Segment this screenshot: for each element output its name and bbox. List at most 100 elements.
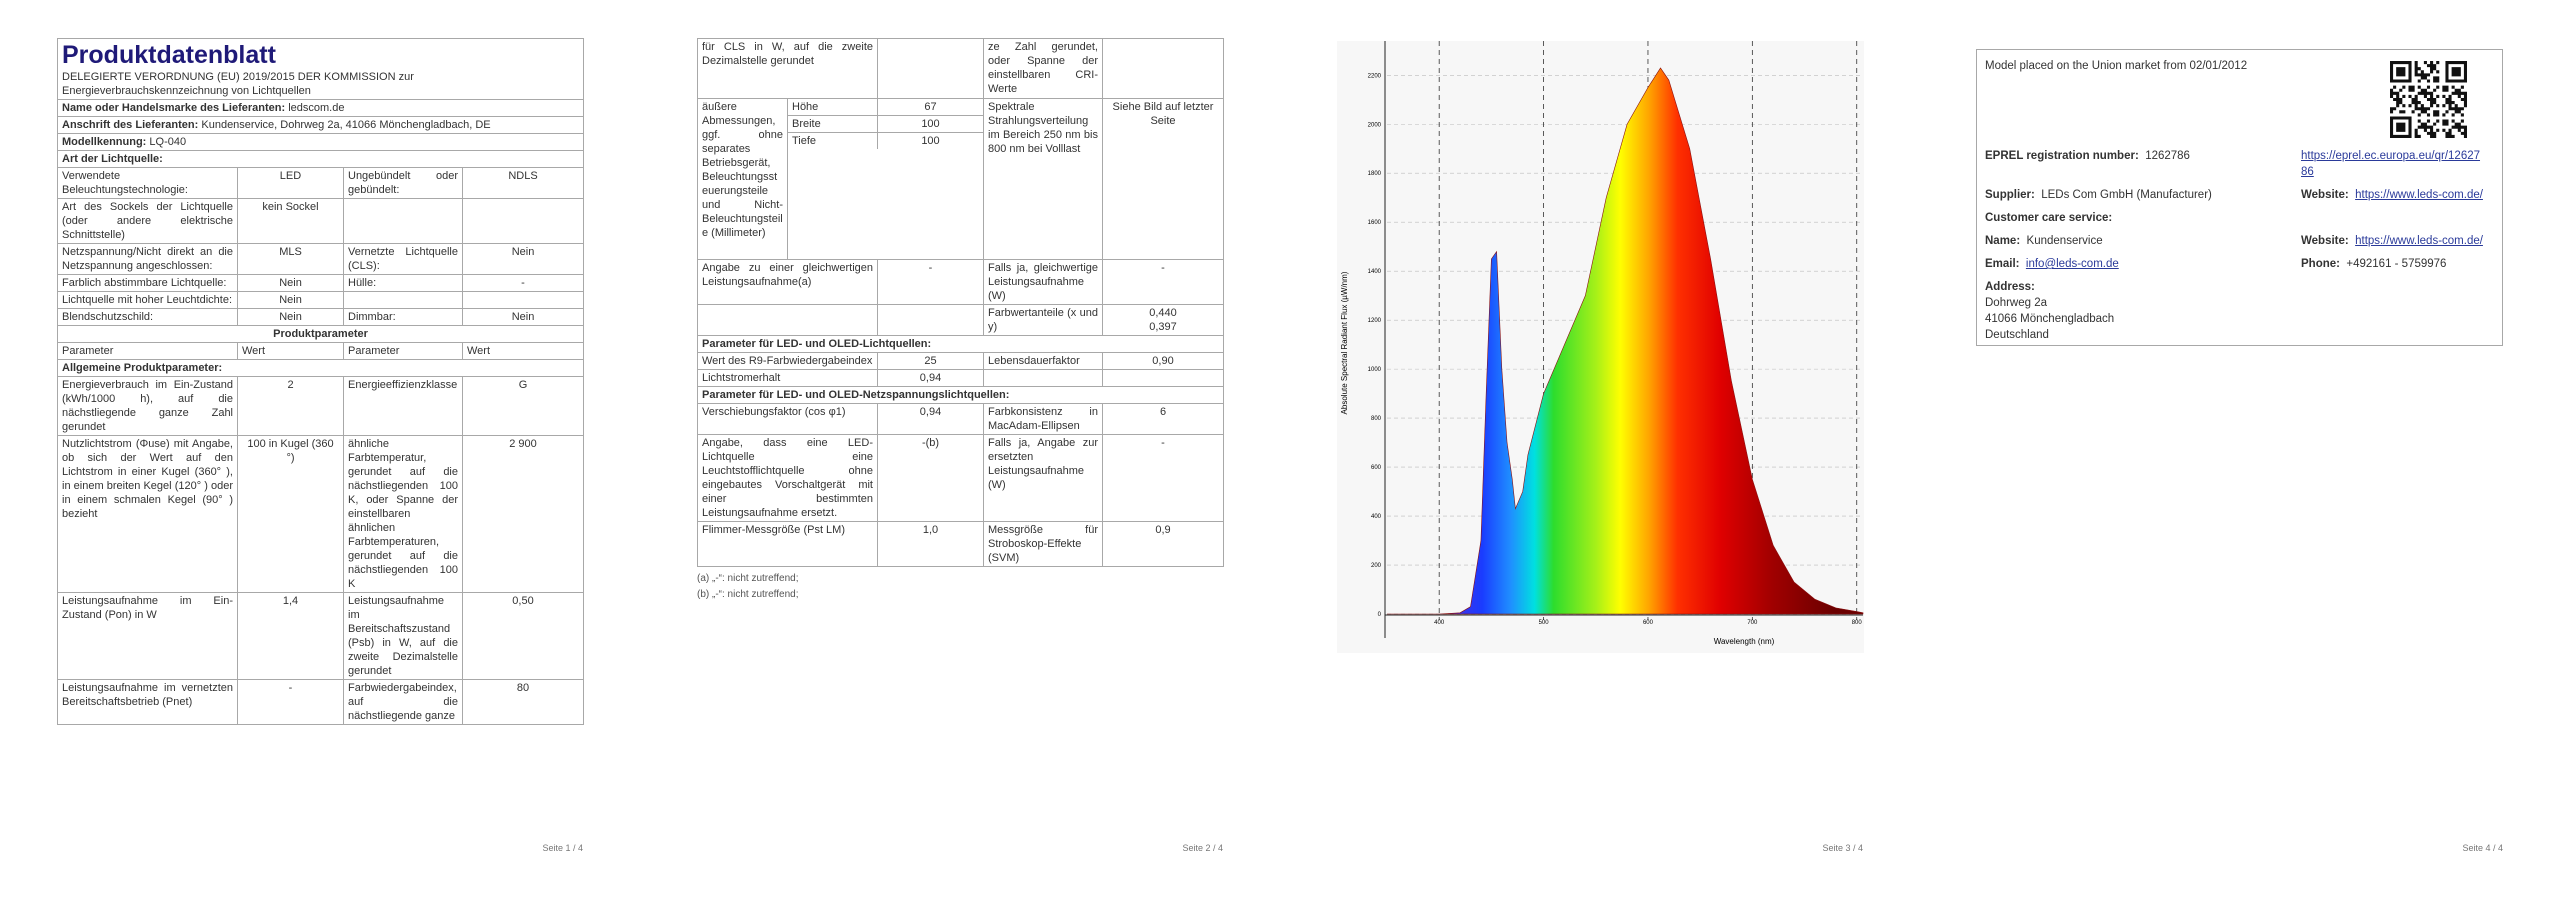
- value-cell: -: [1102, 433, 1224, 522]
- footnote: (a) „-“: nicht zutreffend;: [697, 572, 799, 584]
- value-cell: -(b): [877, 433, 984, 522]
- value-cell: 2 900: [461, 435, 585, 593]
- label-cell: für CLS in W, auf die zweite Dezimalstel…: [697, 38, 878, 99]
- label-cell: Messgröße für Stroboskop-Effekte (SVM): [983, 520, 1103, 567]
- table-row: Netzspannung/Nicht direkt an die Netzspa…: [57, 243, 585, 275]
- value-cell: Nein: [237, 274, 344, 292]
- label-cell: Farbwertanteile (x und y): [983, 303, 1103, 336]
- value: ledscom.de: [288, 102, 345, 114]
- spectrum-area: [1387, 67, 1864, 615]
- label-cell: Art des Sockels der Lichtquelle (oder an…: [57, 198, 238, 244]
- label-cell: Flimmer-Messgröße (Pst LM): [697, 520, 878, 567]
- page-1: Produktdatenblatt DELEGIERTE VERORDNUNG (…: [57, 38, 585, 838]
- table-row: Wert des R9-Farbwiedergabeindex 25 Lebensd…: [697, 351, 1224, 370]
- email-link[interactable]: info@leds-com.de: [2025, 258, 2119, 270]
- label: Name oder Handelsmarke des Lieferanten:: [62, 102, 286, 114]
- label-cell: Wert des R9-Farbwiedergabeindex: [697, 351, 878, 370]
- eprel-link[interactable]: https://eprel.ec.europa.eu/qr/1262786: [2301, 150, 2481, 178]
- label: Supplier:: [1985, 189, 2035, 201]
- value-cell: G: [461, 376, 585, 436]
- table-row: Angabe zu einer gleichwertigen Leistungs…: [697, 258, 1224, 305]
- value-cell: Nein: [237, 291, 344, 309]
- label: Anschrift des Lieferanten:: [62, 119, 199, 131]
- cell: [877, 303, 984, 336]
- y-tick-label: 1600: [1368, 220, 1382, 226]
- x-tick-label: 400: [1434, 620, 1445, 626]
- label-cell: Breite: [787, 115, 878, 133]
- y-tick-label: 2200: [1368, 73, 1382, 79]
- value-cell: 100: [877, 132, 984, 149]
- table-row: Lichtquelle mit hoher Leuchtdichte: Nein: [57, 291, 585, 309]
- label: EPREL registration number:: [1985, 150, 2139, 162]
- x-tick-label: 700: [1747, 620, 1758, 626]
- label-cell: Verwendete Beleuchtungstechnologie:: [57, 167, 238, 199]
- y-tick-label: 800: [1371, 416, 1382, 422]
- value: Kundenservice: [2026, 235, 2103, 247]
- value-cell: kein Sockel: [237, 198, 344, 244]
- value-cell: [1102, 38, 1224, 99]
- column-header: Wert: [461, 342, 585, 360]
- table-row: Lichtstromerhalt 0,94: [697, 368, 1224, 387]
- label-cell: Lichtquelle mit hoher Leuchtdichte:: [57, 291, 238, 309]
- regulation: DELEGIERTE VERORDNUNG (EU) 2019/2015 DER…: [62, 71, 414, 97]
- table-row: Nutzlichtstrom (Φuse) mit Angabe, ob sic…: [57, 435, 585, 593]
- table-row: Verschiebungsfaktor (cos φ1) 0,94 Farbkons…: [697, 402, 1224, 435]
- label-cell: Leistungsaufnahme im Ein-Zustand (Pon) i…: [57, 592, 238, 680]
- value-cell: 0,440 0,397: [1102, 303, 1224, 336]
- table-row: Art des Sockels der Lichtquelle (oder an…: [57, 198, 585, 244]
- label-cell: Nutzlichtstrom (Φuse) mit Angabe, ob sic…: [57, 435, 238, 593]
- value-cell: Nein: [461, 308, 585, 326]
- website-link[interactable]: https://www.leds-com.de/: [2355, 235, 2483, 247]
- x-tick-label: 500: [1539, 620, 1550, 626]
- address-line: 41066 Mönchengladbach: [1985, 313, 2115, 325]
- spectrum-chart: Absolute Spectral Radiant Flux (µW/nm) W…: [1337, 41, 1864, 653]
- page-footer: Seite 2 / 4: [1182, 843, 1223, 853]
- label: Email:: [1985, 258, 2020, 270]
- label-cell: Spektrale Strahlungsverteilung im Bereic…: [983, 98, 1103, 260]
- value-cell: Nein: [237, 308, 344, 326]
- value-cell: [877, 38, 984, 99]
- label: Name:: [1985, 235, 2021, 247]
- y-tick-label: 2000: [1368, 122, 1382, 128]
- value: LEDs Com GmbH (Manufacturer): [2041, 189, 2212, 201]
- page-footer: Seite 1 / 4: [542, 843, 583, 853]
- value-cell: 0,94: [877, 368, 984, 387]
- page-2: für CLS in W, auf die zweite Dezimalstel…: [697, 38, 1225, 648]
- heading: Parameter für LED- und OLED-Lichtquellen…: [697, 334, 1224, 353]
- value: 0,440: [1149, 306, 1177, 319]
- label-cell: Verschiebungsfaktor (cos φ1): [697, 402, 878, 435]
- label-cell: ähnliche Farbtemperatur, gerundet auf di…: [343, 435, 463, 593]
- y-tick-label: 600: [1371, 465, 1382, 471]
- website-link[interactable]: https://www.leds-com.de/: [2355, 189, 2483, 201]
- label-cell: Lebensdauerfaktor: [983, 351, 1103, 370]
- value-cell: 100 in Kugel (360 °): [237, 435, 344, 593]
- page-4-box: Model placed on the Union market from 02…: [1976, 49, 2503, 346]
- label-cell: Leistungsaufnahme im Bereitschaftszustan…: [343, 592, 463, 680]
- y-tick-label: 200: [1371, 563, 1382, 569]
- heading: Produktparameter: [57, 325, 585, 343]
- label-cell: Höhe: [787, 98, 878, 116]
- table-row: Verwendete Beleuchtungstechnologie: LED Un…: [57, 167, 585, 199]
- table-row: Farblich abstimmbare Lichtquelle: Nein Hül…: [57, 274, 585, 292]
- cell: [787, 149, 984, 260]
- footnote: (b) „-“: nicht zutreffend;: [697, 588, 799, 600]
- label-cell: Netzspannung/Nicht direkt an die Netzspa…: [57, 243, 238, 275]
- value-cell: -: [461, 274, 585, 292]
- y-tick-label: 0: [1378, 612, 1382, 618]
- label-cell: [343, 198, 463, 244]
- value-cell: 100: [877, 115, 984, 133]
- value-cell: 80: [461, 679, 585, 725]
- y-tick-label: 1000: [1368, 367, 1382, 373]
- label-cell: Falls ja, Angabe zur ersetzten Leistungs…: [983, 433, 1103, 522]
- label-cell: Tiefe: [787, 132, 878, 149]
- label: Phone:: [2301, 258, 2340, 270]
- label-cell: Ungebündelt oder gebündelt:: [343, 167, 463, 199]
- label-cell: äußere Abmessungen, ggf. ohne separates …: [697, 98, 788, 260]
- label-cell: Farblich abstimmbare Lichtquelle:: [57, 274, 238, 292]
- value-cell: -: [877, 258, 984, 305]
- value-cell: [461, 291, 585, 309]
- label: Address:: [1985, 281, 2035, 293]
- value-cell: 0,90: [1102, 351, 1224, 370]
